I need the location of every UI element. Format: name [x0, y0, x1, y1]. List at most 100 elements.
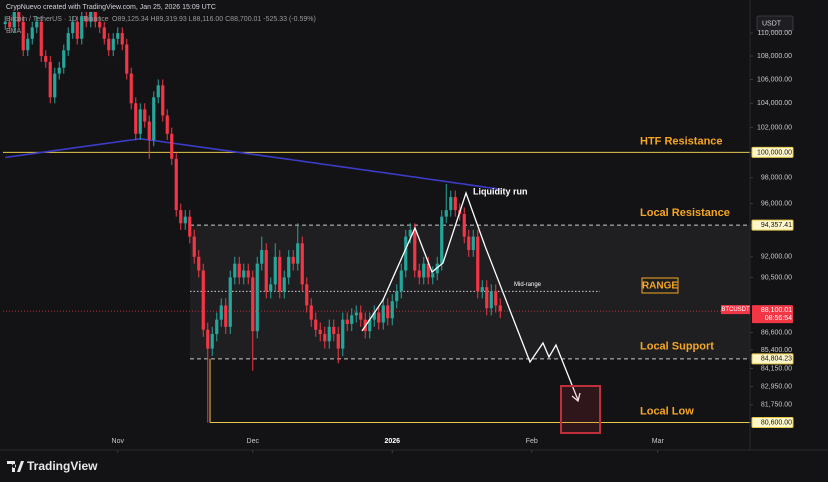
candle-body — [62, 50, 66, 68]
candle-body — [129, 73, 133, 104]
candle-body — [228, 277, 232, 327]
candle-body — [395, 291, 399, 302]
candle-body — [138, 109, 142, 134]
candle-body — [273, 256, 277, 285]
candle-body — [174, 158, 178, 211]
x-tick-label: Feb — [526, 438, 538, 445]
candle-body — [471, 236, 475, 251]
candle-body — [134, 103, 138, 134]
level-label: HTF Resistance — [640, 135, 723, 147]
candle-body — [318, 329, 322, 335]
candle-body — [354, 312, 358, 316]
candle-body — [147, 121, 151, 140]
y-tick-label: 84,804.23 — [761, 356, 792, 363]
candle-body — [215, 319, 219, 335]
candle-body — [233, 263, 237, 278]
candle-body — [336, 334, 340, 349]
candle-body — [80, 16, 84, 39]
candle-body — [296, 243, 300, 264]
candle-body — [264, 250, 268, 292]
candle-body — [237, 263, 241, 278]
candle-body — [341, 319, 345, 349]
candle-body — [449, 197, 453, 211]
candle-body — [152, 97, 156, 140]
annotation: Liquidity run — [473, 186, 528, 196]
y-tick-label: 90,500.00 — [761, 274, 792, 281]
credit: CrypNuevo created with TradingView.com, … — [6, 4, 216, 11]
last-price-box — [752, 305, 793, 324]
candle-body — [453, 197, 457, 211]
candle-body — [426, 263, 430, 278]
x-tick-label: Nov — [112, 438, 125, 445]
candle-body — [39, 21, 43, 57]
candle-body — [444, 210, 448, 217]
candle-body — [192, 236, 196, 257]
brand: TradingView — [7, 459, 98, 473]
candle-body — [188, 216, 192, 237]
candle-body — [323, 334, 327, 342]
y-tick-label: 108,000.00 — [757, 53, 792, 60]
x-tick-label: Mar — [652, 438, 665, 445]
candle-body — [489, 291, 493, 309]
candle-body — [462, 214, 466, 237]
candle-body — [111, 38, 115, 51]
candle-body — [30, 27, 34, 39]
x-tick-label: Dec — [247, 438, 260, 445]
candle-body — [255, 263, 259, 332]
candle-body — [417, 270, 421, 278]
candle-body — [291, 256, 295, 264]
candle-body — [377, 312, 381, 323]
candle-body — [156, 85, 160, 98]
candle-body — [8, 21, 12, 28]
candle-body — [161, 85, 165, 116]
projection-arrowhead — [571, 392, 581, 403]
candle-body — [305, 284, 309, 306]
candle-body — [404, 236, 408, 271]
candle-body — [89, 12, 93, 22]
y-tick-label: 104,000.00 — [757, 100, 792, 107]
candle-body — [431, 273, 435, 278]
candle-body — [480, 287, 484, 292]
candle-body — [368, 319, 372, 332]
candle-body — [251, 277, 255, 332]
candle-body — [260, 250, 264, 264]
ohlc: O89,125.34 H89,319.93 L88,116.00 C88,700… — [112, 16, 316, 23]
currency[interactable]: USDT — [762, 20, 782, 27]
currency-button[interactable] — [756, 15, 794, 32]
candle-body — [170, 133, 174, 159]
candle-body — [498, 305, 502, 312]
candle-body — [372, 312, 376, 320]
candle-body — [278, 256, 282, 292]
candle-body — [125, 44, 129, 74]
candle-body — [183, 216, 187, 224]
range-box — [641, 277, 679, 294]
candle-body — [17, 12, 21, 22]
candle-body — [413, 229, 417, 271]
level-label: Mid-range — [514, 282, 542, 288]
candle-body — [165, 115, 169, 134]
candle-body — [224, 305, 228, 327]
brand-logo — [7, 461, 24, 472]
candle-body — [386, 305, 390, 319]
candle-body — [143, 109, 147, 122]
y-tick-label: 98,000.00 — [761, 175, 792, 182]
x-tick-label: 2026 — [384, 438, 400, 445]
candle-body — [314, 319, 318, 330]
candle-body — [269, 284, 273, 292]
y-tick-label: 100,000.00 — [757, 149, 792, 156]
candle-body — [21, 21, 25, 51]
candle-body — [120, 33, 124, 45]
candle-body — [3, 21, 7, 25]
candle-body — [359, 312, 363, 320]
candle-body — [287, 256, 291, 278]
candle-body — [282, 277, 286, 292]
range-label: RANGE — [642, 281, 678, 292]
candle-body — [300, 243, 304, 285]
y-tick-highlight — [751, 353, 794, 365]
candle-body — [408, 229, 412, 237]
candle-body — [476, 236, 480, 292]
candle-body — [381, 305, 385, 323]
candle-body — [107, 38, 111, 51]
candle-body — [467, 236, 471, 251]
y-tick-label: 92,000.00 — [761, 254, 792, 261]
